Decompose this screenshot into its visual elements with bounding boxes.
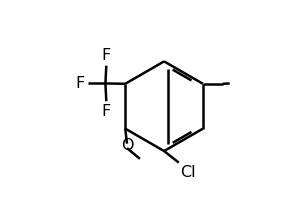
Text: O: O <box>121 138 133 153</box>
Text: F: F <box>76 76 85 91</box>
Text: Cl: Cl <box>181 165 196 180</box>
Text: F: F <box>102 48 111 63</box>
Text: F: F <box>102 104 111 119</box>
